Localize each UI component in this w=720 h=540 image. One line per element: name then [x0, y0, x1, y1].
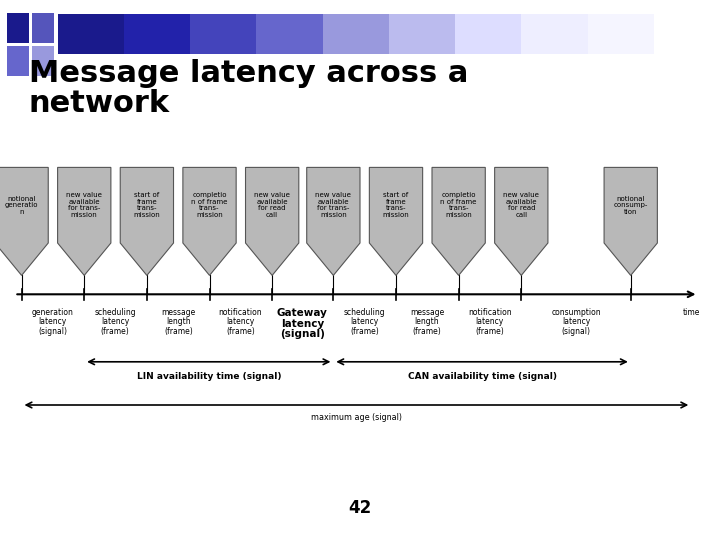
Text: network: network [29, 89, 170, 118]
Text: notification
latency
(frame): notification latency (frame) [219, 308, 262, 336]
Text: LIN availability time (signal): LIN availability time (signal) [137, 372, 281, 381]
Bar [323, 14, 389, 54]
Text: completio
n of frame
trans-
mission: completio n of frame trans- mission [441, 192, 477, 218]
Text: new value
available
for read
call: new value available for read call [503, 192, 539, 218]
Polygon shape [0, 167, 48, 275]
Text: start of
frame
trans-
mission: start of frame trans- mission [382, 192, 410, 218]
Text: completio
n of frame
trans-
mission: completio n of frame trans- mission [192, 192, 228, 218]
Text: Gateway
latency
(signal): Gateway latency (signal) [277, 308, 328, 340]
Polygon shape [495, 167, 548, 275]
Text: CAN availability time (signal): CAN availability time (signal) [408, 372, 557, 381]
Polygon shape [183, 167, 236, 275]
Text: start of
frame
trans-
mission: start of frame trans- mission [133, 192, 161, 218]
Text: 42: 42 [348, 498, 372, 517]
Polygon shape [432, 167, 485, 275]
Text: message
length
(frame): message length (frame) [161, 308, 196, 336]
Text: notification
latency
(frame): notification latency (frame) [468, 308, 511, 336]
Bar [7, 46, 29, 76]
Text: scheduling
latency
(frame): scheduling latency (frame) [343, 308, 385, 336]
Polygon shape [604, 167, 657, 275]
Text: new value
available
for read
call: new value available for read call [254, 192, 290, 218]
Bar [58, 14, 124, 54]
Bar [32, 46, 54, 76]
Text: new value
available
for trans-
mission: new value available for trans- mission [315, 192, 351, 218]
Text: maximum age (signal): maximum age (signal) [311, 413, 402, 422]
Bar [455, 14, 521, 54]
Bar [654, 14, 720, 54]
Text: notional
generatio
n: notional generatio n [5, 195, 38, 215]
Bar [256, 14, 323, 54]
Polygon shape [120, 167, 174, 275]
Text: notional
consump-
tion: notional consump- tion [613, 195, 648, 215]
Bar [588, 14, 654, 54]
Bar [7, 14, 29, 43]
Polygon shape [246, 167, 299, 275]
Text: message
length
(frame): message length (frame) [410, 308, 444, 336]
Bar [389, 14, 455, 54]
Text: consumption
latency
(signal): consumption latency (signal) [552, 308, 600, 336]
Text: new value
available
for trans-
mission: new value available for trans- mission [66, 192, 102, 218]
Polygon shape [58, 167, 111, 275]
Bar [32, 14, 54, 43]
Text: time: time [683, 308, 700, 317]
Bar [124, 14, 190, 54]
Polygon shape [307, 167, 360, 275]
Polygon shape [369, 167, 423, 275]
Bar [190, 14, 256, 54]
Text: generation
latency
(signal): generation latency (signal) [32, 308, 73, 336]
Text: scheduling
latency
(frame): scheduling latency (frame) [94, 308, 136, 336]
Bar [521, 14, 588, 54]
Text: Message latency across a: Message latency across a [29, 59, 468, 89]
